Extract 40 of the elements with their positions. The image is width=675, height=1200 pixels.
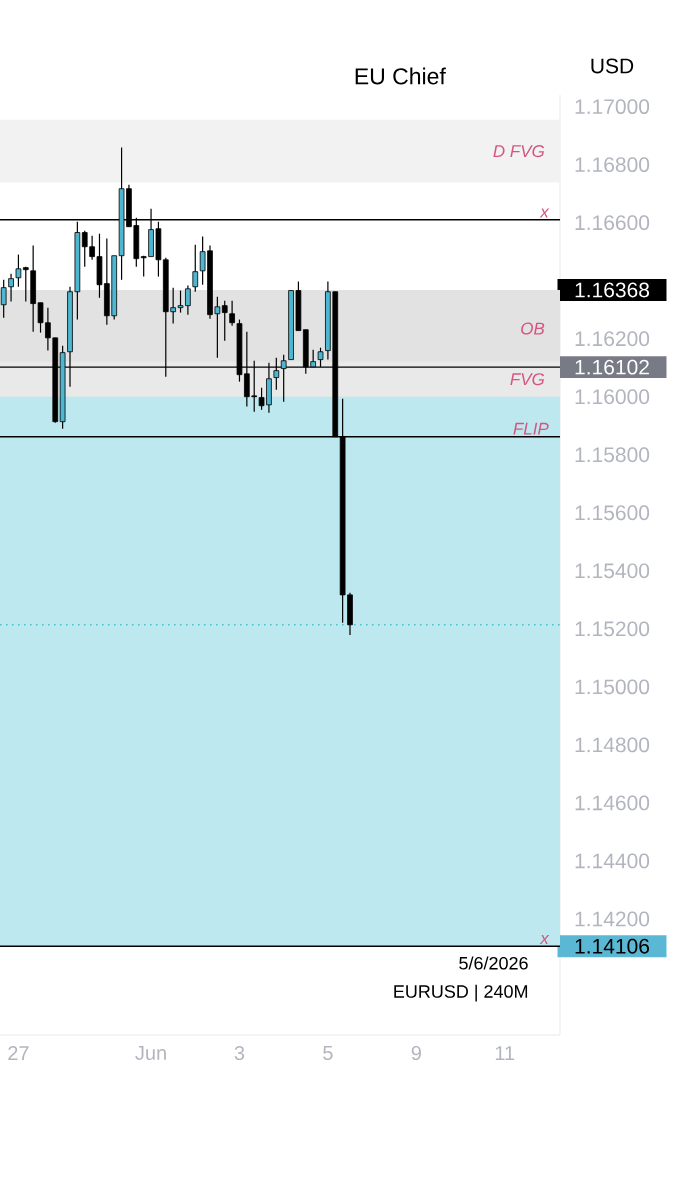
annotation: EURUSD | 240M (394, 984, 528, 1002)
y-tick-label: 1.15400 (575, 563, 650, 579)
candlestick (0, 279, 7, 319)
y-tick-label: 1.16200 (575, 331, 650, 347)
band-label: D FVG (493, 145, 545, 158)
x-tick-label: 3 (234, 1045, 245, 1061)
candlestick (89, 235, 95, 261)
y-tick-label: 1.16800 (575, 157, 650, 173)
y-tick-label: 1.14200 (575, 911, 650, 927)
y-tick-label: 1.16368 (575, 282, 650, 298)
x-tick-label: 27 (8, 1046, 29, 1060)
y-tick-label: 1.15200 (575, 621, 650, 637)
y-tick-label: 1.14600 (575, 795, 650, 811)
y-tick-label: 1.17000 (575, 99, 650, 115)
x-tick-label: 9 (411, 1045, 421, 1061)
x-tick-label: 11 (495, 1046, 515, 1060)
candlestick (8, 273, 14, 303)
band-label: FVG (510, 373, 545, 386)
x-tick-label: 5 (323, 1046, 333, 1060)
candlestick (192, 244, 199, 293)
y-tick-label: 1.14800 (575, 737, 650, 753)
y-tick-label: 1.15800 (575, 447, 650, 463)
chart-title: EU Chief (355, 67, 446, 85)
ref-line-label: x (539, 208, 550, 218)
band-label: OB (521, 322, 545, 335)
candlestick (81, 230, 88, 268)
candlestick (229, 300, 235, 327)
y-tick-label: 1.14106 (575, 938, 650, 954)
y-tick-label: 1.14400 (575, 853, 650, 869)
y-tick-label: 1.16102 (575, 359, 649, 375)
y-tick-label: 1.16000 (575, 389, 650, 405)
y-axis-title: USD (591, 58, 634, 74)
candlestick (221, 300, 228, 342)
annotation: 5/6/2026 (459, 956, 528, 970)
y-tick-label: 1.15000 (575, 679, 650, 695)
y-tick-label: 1.16600 (575, 215, 650, 231)
ref-line-label: FLIP (513, 422, 549, 435)
x-tick-label: Jun (135, 1046, 166, 1060)
y-tick-label: 1.15600 (575, 505, 650, 521)
ref-line-label: x (539, 935, 550, 945)
